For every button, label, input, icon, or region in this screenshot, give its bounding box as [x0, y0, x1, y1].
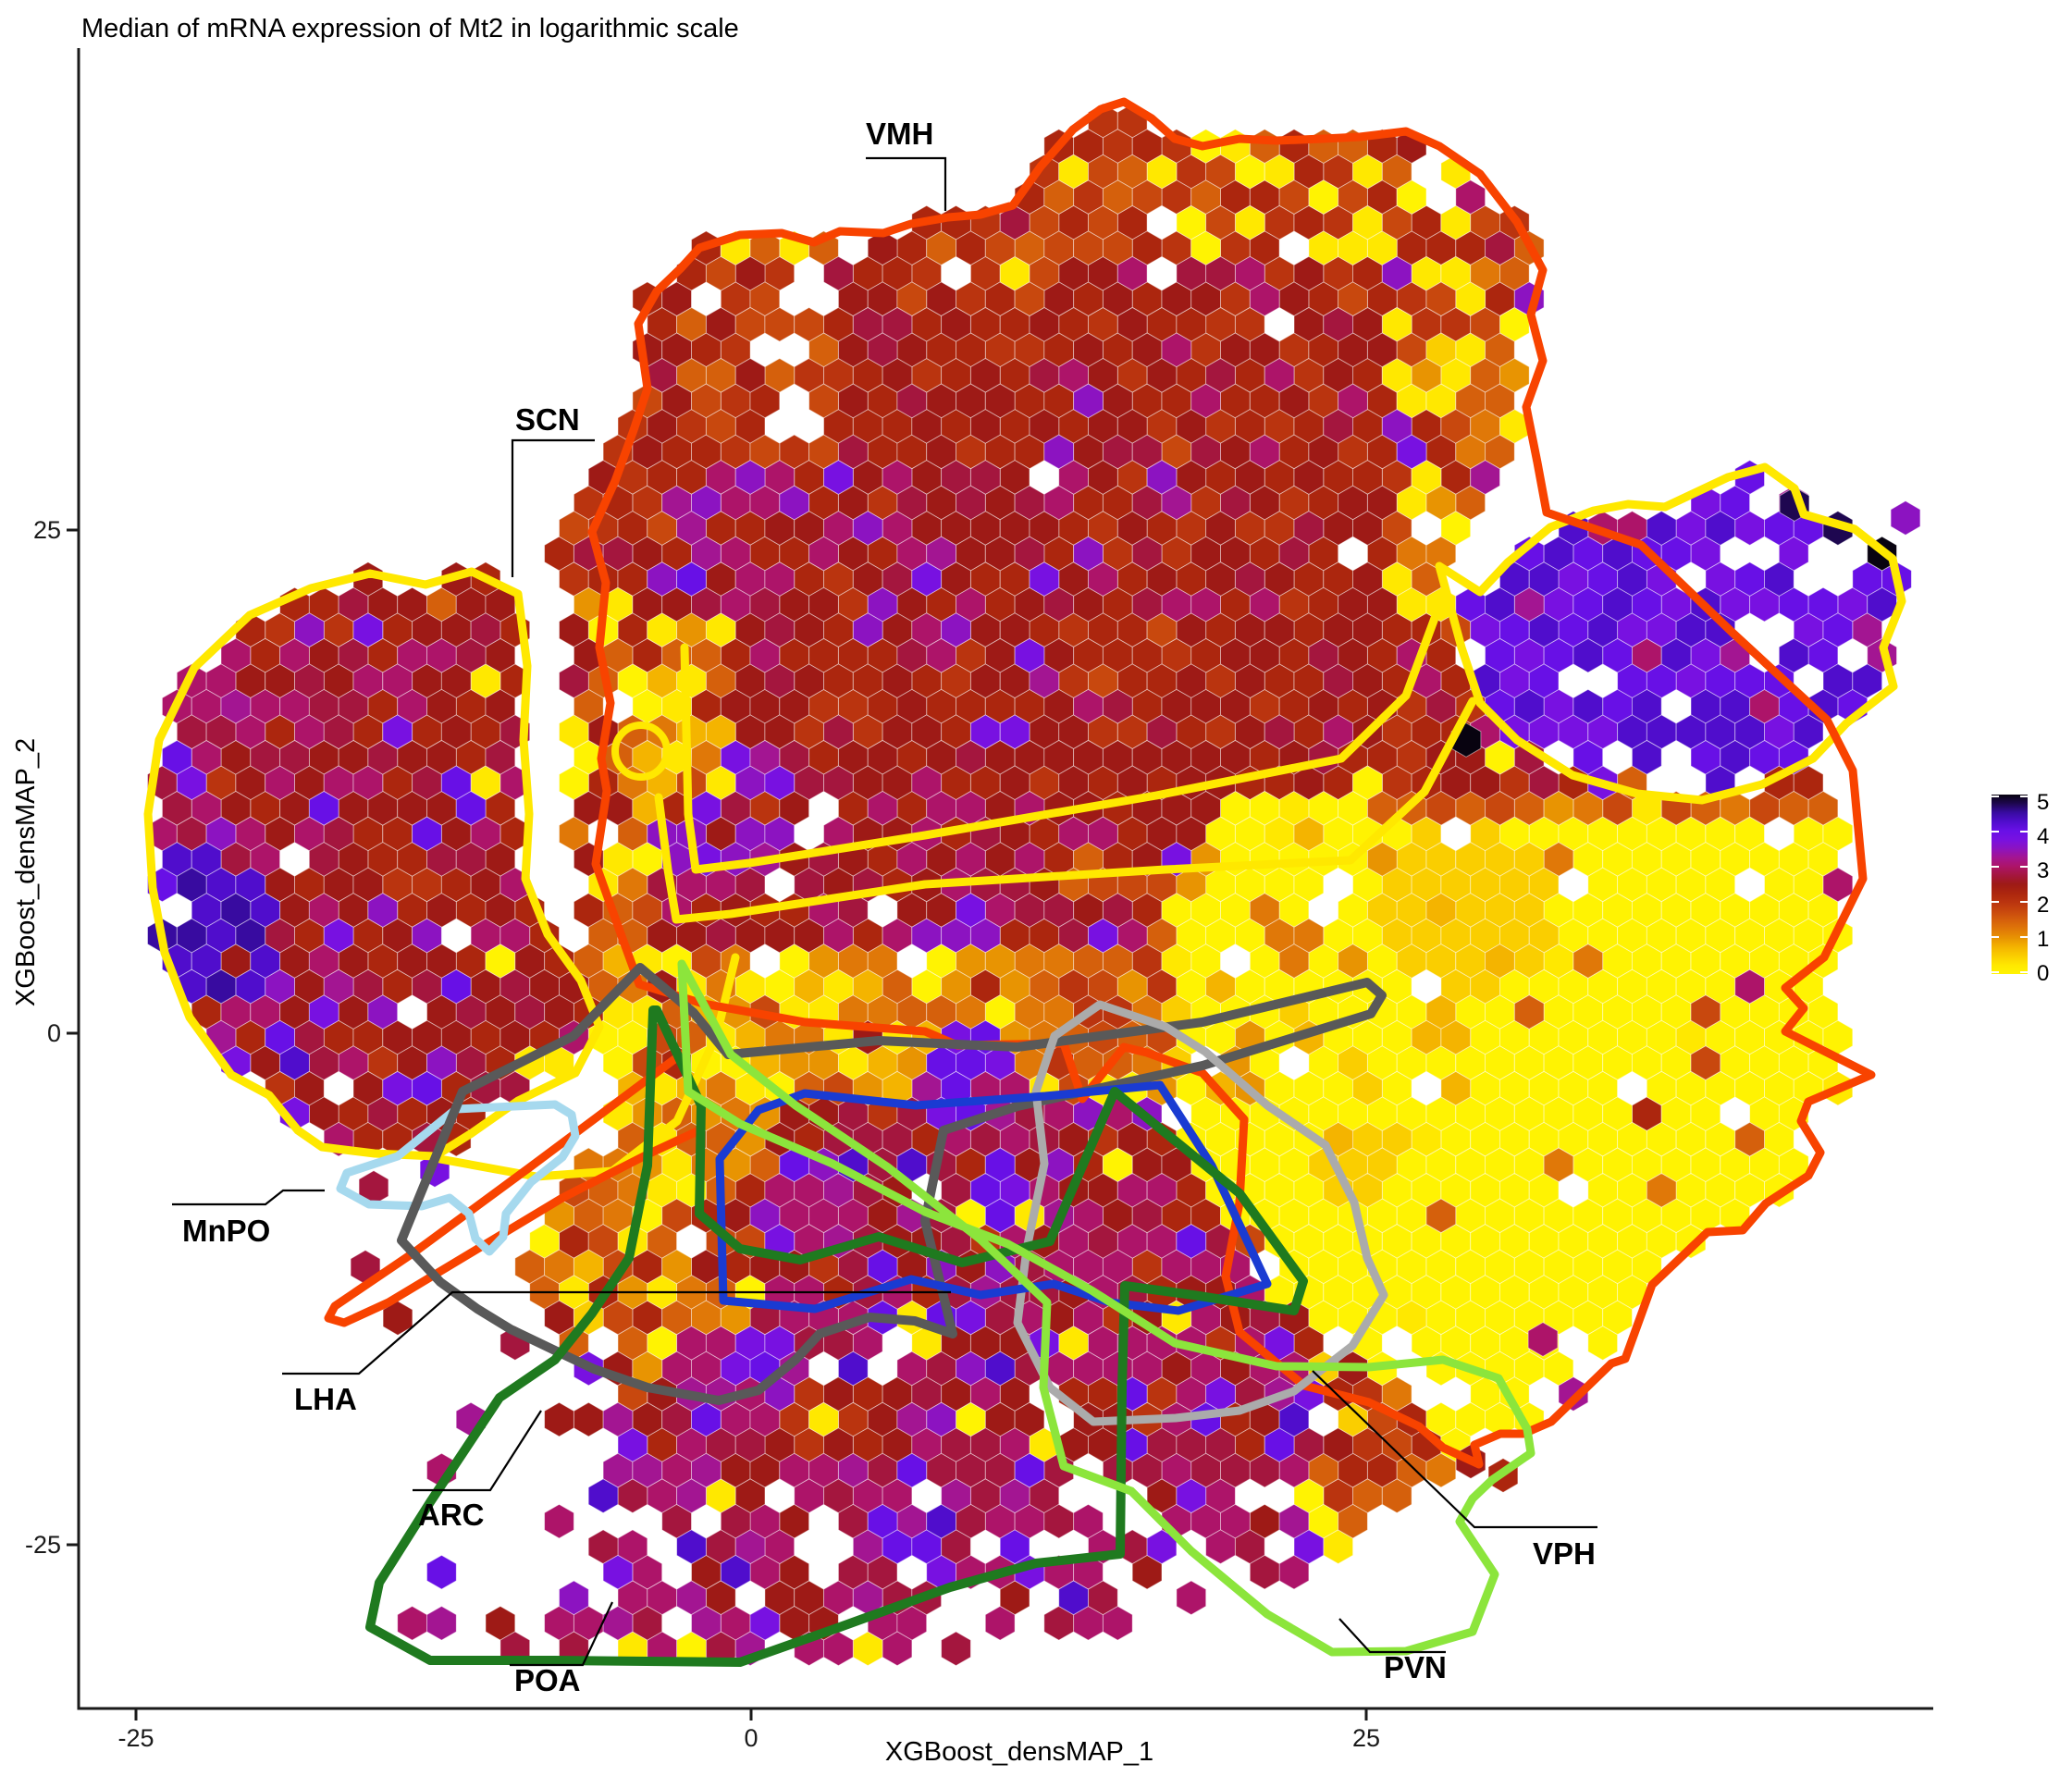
- svg-text:0: 0: [2037, 961, 2049, 986]
- svg-text:MnPO: MnPO: [182, 1214, 270, 1248]
- svg-text:VPH: VPH: [1533, 1536, 1596, 1571]
- svg-text:XGBoost_densMAP_1: XGBoost_densMAP_1: [885, 1737, 1153, 1767]
- svg-text:2: 2: [2037, 893, 2049, 918]
- svg-text:-25: -25: [117, 1724, 154, 1752]
- svg-text:SCN: SCN: [515, 402, 580, 437]
- svg-text:POA: POA: [514, 1663, 581, 1697]
- svg-text:0: 0: [47, 1019, 61, 1047]
- svg-text:4: 4: [2037, 824, 2049, 849]
- svg-text:XGBoost_densMAP_2: XGBoost_densMAP_2: [11, 738, 41, 1006]
- svg-text:Median of mRNA expression of M: Median of mRNA expression of Mt2 in loga…: [81, 14, 739, 43]
- svg-text:0: 0: [744, 1724, 758, 1752]
- svg-text:VMH: VMH: [866, 117, 933, 151]
- svg-text:3: 3: [2037, 858, 2049, 883]
- svg-text:25: 25: [33, 516, 61, 544]
- svg-text:-25: -25: [25, 1531, 61, 1559]
- svg-text:LHA: LHA: [294, 1382, 357, 1416]
- svg-text:ARC: ARC: [418, 1498, 485, 1532]
- svg-text:25: 25: [1352, 1724, 1380, 1752]
- svg-text:1: 1: [2037, 927, 2049, 952]
- svg-text:5: 5: [2037, 790, 2049, 815]
- svg-text:PVN: PVN: [1384, 1650, 1447, 1684]
